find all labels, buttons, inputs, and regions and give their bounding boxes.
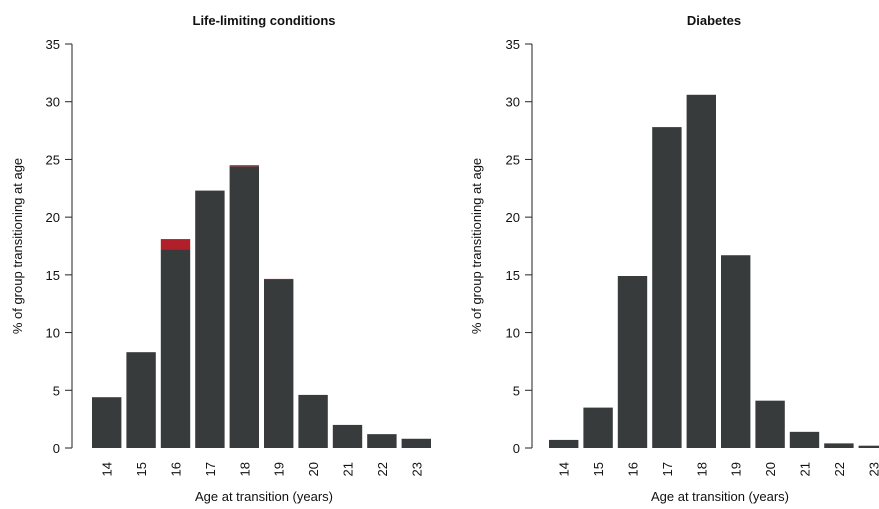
chart-title: Diabetes <box>687 13 741 28</box>
x-tick-label: 21 <box>798 462 813 476</box>
x-tick-label: 18 <box>237 462 252 476</box>
y-axis-label: % of group transitioning at age <box>10 158 25 334</box>
bar-21 <box>789 431 820 448</box>
bar-20 <box>755 400 785 448</box>
bar-14 <box>549 439 579 448</box>
chart-panel-1: Life-limiting conditions 0 5 10 15 20 25 30 35 % … <box>10 13 431 504</box>
bar-20 <box>298 394 328 448</box>
x-tick-label: 14 <box>100 462 115 476</box>
bar-highlight-19 <box>264 278 294 280</box>
bar-highlight-16 <box>160 239 191 250</box>
y-tick-label: 25 <box>46 152 60 167</box>
x-tick-label: 22 <box>832 462 847 476</box>
y-tick-label: 35 <box>46 37 60 52</box>
y-tick-label: 20 <box>506 210 520 225</box>
x-tick-label: 15 <box>591 462 606 476</box>
y-axis-label: % of group transitioning at age <box>469 158 484 334</box>
y-tick-label: 15 <box>46 268 60 283</box>
y-tick-label: 15 <box>506 268 520 283</box>
bar-16 <box>617 276 648 448</box>
bar-16 <box>160 249 191 448</box>
bar-19 <box>264 279 294 448</box>
y-tick-label: 30 <box>506 95 520 110</box>
x-tick-label: 19 <box>729 462 744 476</box>
y-tick-label: 0 <box>513 441 520 456</box>
x-tick-label: 20 <box>306 462 321 476</box>
x-tick-label: 16 <box>169 462 184 476</box>
x-tick-label: 14 <box>557 462 572 476</box>
x-tick-label: 17 <box>660 462 675 476</box>
y-tick-label: 10 <box>46 326 60 341</box>
y-tick-label: 35 <box>506 37 520 52</box>
y-tick-label: 25 <box>506 152 520 167</box>
bar-highlight-18 <box>229 165 259 167</box>
bar-18 <box>686 94 716 448</box>
y-tick-label: 10 <box>506 326 520 341</box>
y-tick-label: 20 <box>46 210 60 225</box>
x-tick-label: 23 <box>409 462 424 476</box>
bar-22 <box>367 434 397 448</box>
chart-panel-2: Diabetes 0 5 10 15 20 25 30 35 % of group transit… <box>469 13 879 504</box>
bar-15 <box>126 352 156 448</box>
x-tick-label: 19 <box>272 462 287 476</box>
bar-23 <box>401 438 431 448</box>
x-axis-label: Age at transition (years) <box>195 489 333 504</box>
bar-22 <box>824 443 854 448</box>
bar-18 <box>229 166 259 448</box>
bar-15 <box>583 407 613 448</box>
y-tick-label: 30 <box>46 95 60 110</box>
x-tick-label: 22 <box>375 462 390 476</box>
bar-21 <box>332 424 363 448</box>
x-tick-label: 17 <box>203 462 218 476</box>
x-tick-label: 15 <box>134 462 149 476</box>
bar-23 <box>858 445 879 448</box>
chart-title: Life-limiting conditions <box>193 13 336 28</box>
x-tick-label: 18 <box>694 462 709 476</box>
x-tick-label: 23 <box>866 462 879 476</box>
x-tick-label: 16 <box>626 462 641 476</box>
x-axis-label: Age at transition (years) <box>651 489 789 504</box>
x-tick-label: 21 <box>341 462 356 476</box>
y-tick-label: 5 <box>53 383 60 398</box>
bar-14 <box>92 397 122 448</box>
bar-19 <box>721 255 751 448</box>
x-tick-label: 20 <box>763 462 778 476</box>
bar-17 <box>195 190 225 448</box>
y-tick-label: 5 <box>513 383 520 398</box>
bar-17 <box>652 127 682 448</box>
y-tick-label: 0 <box>53 441 60 456</box>
